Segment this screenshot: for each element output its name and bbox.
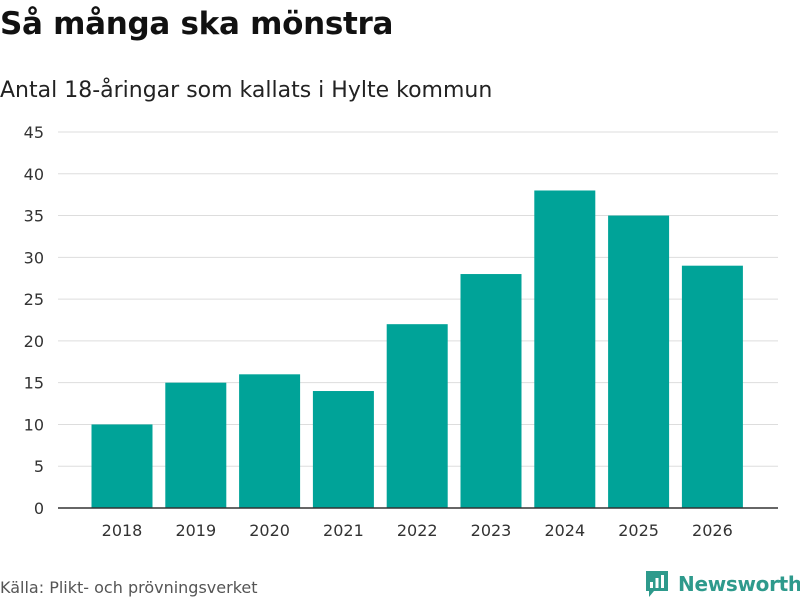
y-tick-label: 45 [24,123,44,142]
chart-subtitle: Antal 18-åringar som kallats i Hylte kom… [0,78,493,103]
chart-title: Så många ska mönstra [0,6,394,42]
x-tick-label: 2018 [102,521,143,540]
y-tick-label: 5 [34,457,44,476]
y-tick-label: 0 [34,499,44,518]
brand-name: Newsworthy [678,572,800,596]
source-note: Källa: Plikt- och prövningsverket [0,578,258,597]
bar-2022 [386,324,448,508]
bar-2019 [165,382,227,508]
x-tick-label: 2022 [397,521,438,540]
x-tick-label: 2023 [471,521,512,540]
y-tick-label: 15 [24,374,44,393]
y-tick-label: 20 [24,332,44,351]
bar-2025 [608,215,670,509]
brand-logo: Newsworthy [644,569,800,599]
y-tick-label: 30 [24,248,44,267]
bar-2020 [239,374,301,508]
bar-2023 [460,274,522,508]
y-tick-label: 25 [24,290,44,309]
x-tick-label: 2020 [249,521,290,540]
bar-2018 [91,424,153,508]
x-tick-label: 2019 [175,521,216,540]
x-tick-label: 2026 [692,521,733,540]
y-tick-label: 35 [24,207,44,226]
y-tick-label: 10 [24,415,44,434]
x-tick-label: 2021 [323,521,364,540]
x-tick-label: 2025 [618,521,659,540]
y-tick-label: 40 [24,165,44,184]
newsworthy-logo-icon [646,571,668,597]
bar-2024 [534,190,596,508]
x-tick-label: 2024 [544,521,585,540]
bar-2026 [681,265,743,508]
bar-2021 [312,391,374,508]
